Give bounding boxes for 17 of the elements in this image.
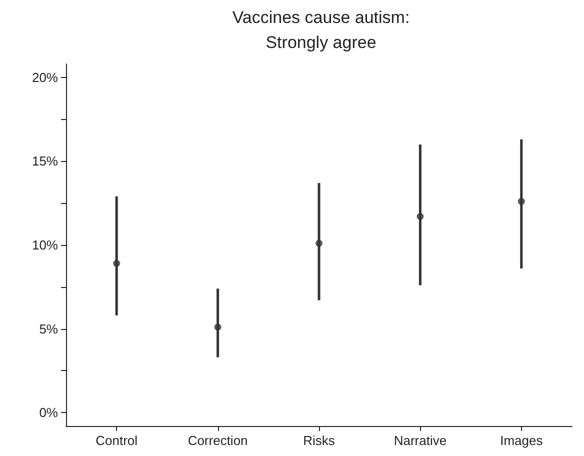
x-tick-label: Control [96, 433, 138, 448]
chart-subtitle: Strongly agree [266, 33, 376, 52]
y-tick-label: 20% [32, 70, 58, 85]
y-tick-label: 0% [39, 405, 58, 420]
x-tick-label: Correction [188, 433, 248, 448]
point [316, 240, 322, 247]
x-tick-label: Narrative [394, 433, 447, 448]
x-tick-label: Risks [303, 433, 336, 448]
y-tick-label: 5% [39, 321, 58, 336]
point [416, 213, 424, 220]
point [214, 324, 222, 331]
point [113, 260, 120, 267]
x-tick-label: Images [500, 433, 544, 448]
y-tick-label: 10% [32, 238, 58, 252]
y-tick-label: 15% [32, 154, 58, 169]
point [518, 198, 525, 205]
chart-title: Vaccines cause autism: [232, 8, 410, 27]
